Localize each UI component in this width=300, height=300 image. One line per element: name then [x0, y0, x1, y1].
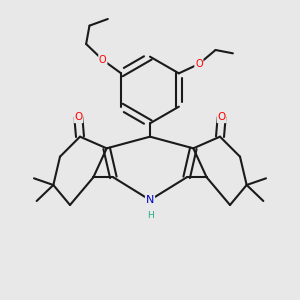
- Text: O: O: [99, 55, 106, 65]
- Text: H: H: [147, 211, 153, 220]
- Text: O: O: [195, 59, 203, 69]
- Text: N: N: [146, 195, 154, 205]
- Text: O: O: [74, 112, 82, 122]
- Text: O: O: [218, 112, 226, 122]
